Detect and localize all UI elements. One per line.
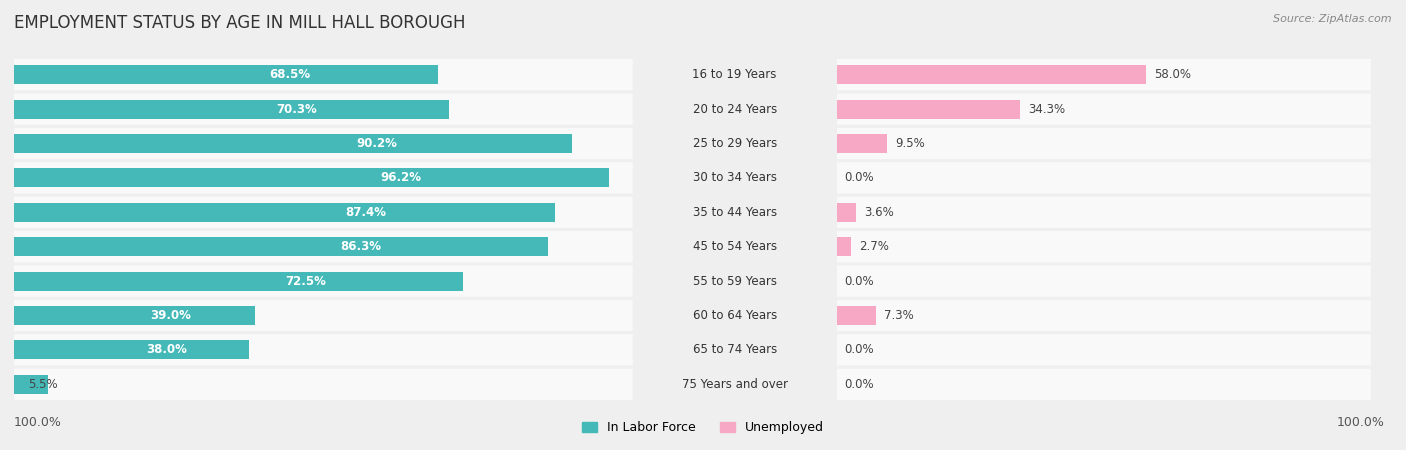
Text: 100.0%: 100.0% [1337, 417, 1385, 429]
Text: 0.0%: 0.0% [845, 274, 875, 288]
FancyBboxPatch shape [14, 300, 633, 331]
FancyBboxPatch shape [837, 369, 1371, 400]
Bar [837, 306, 876, 325]
FancyBboxPatch shape [837, 300, 1371, 331]
Text: EMPLOYMENT STATUS BY AGE IN MILL HALL BOROUGH: EMPLOYMENT STATUS BY AGE IN MILL HALL BO… [14, 14, 465, 32]
FancyBboxPatch shape [837, 334, 1371, 365]
Bar [837, 99, 1019, 118]
Bar [14, 65, 437, 84]
FancyBboxPatch shape [837, 162, 1371, 194]
Text: 68.5%: 68.5% [269, 68, 311, 81]
Text: 3.6%: 3.6% [863, 206, 894, 219]
FancyBboxPatch shape [837, 197, 1371, 228]
Bar [837, 134, 887, 153]
Text: 96.2%: 96.2% [381, 171, 422, 184]
Text: 60 to 64 Years: 60 to 64 Years [693, 309, 776, 322]
FancyBboxPatch shape [837, 266, 1371, 297]
FancyBboxPatch shape [837, 231, 1371, 262]
Text: 70.3%: 70.3% [277, 103, 318, 116]
Text: 9.5%: 9.5% [896, 137, 925, 150]
Text: 35 to 44 Years: 35 to 44 Years [693, 206, 776, 219]
FancyBboxPatch shape [837, 94, 1371, 125]
Bar [14, 99, 449, 118]
FancyBboxPatch shape [14, 162, 633, 194]
Text: 16 to 19 Years: 16 to 19 Years [692, 68, 778, 81]
Text: 38.0%: 38.0% [146, 343, 187, 356]
Bar [837, 65, 1146, 84]
FancyBboxPatch shape [14, 369, 633, 400]
Text: 25 to 29 Years: 25 to 29 Years [693, 137, 776, 150]
Bar [14, 375, 48, 394]
FancyBboxPatch shape [14, 231, 633, 262]
Text: 65 to 74 Years: 65 to 74 Years [693, 343, 776, 356]
Text: 34.3%: 34.3% [1028, 103, 1064, 116]
Text: 72.5%: 72.5% [285, 274, 326, 288]
Text: 90.2%: 90.2% [356, 137, 398, 150]
Bar [14, 203, 555, 222]
Text: 55 to 59 Years: 55 to 59 Years [693, 274, 776, 288]
Bar [14, 237, 548, 256]
Bar [14, 168, 609, 187]
FancyBboxPatch shape [14, 94, 633, 125]
Text: 20 to 24 Years: 20 to 24 Years [693, 103, 776, 116]
Text: 75 Years and over: 75 Years and over [682, 378, 787, 391]
Legend: In Labor Force, Unemployed: In Labor Force, Unemployed [576, 416, 830, 439]
Text: 7.3%: 7.3% [883, 309, 914, 322]
Text: 87.4%: 87.4% [344, 206, 387, 219]
Text: 0.0%: 0.0% [845, 378, 875, 391]
FancyBboxPatch shape [14, 334, 633, 365]
FancyBboxPatch shape [837, 59, 1371, 90]
FancyBboxPatch shape [14, 266, 633, 297]
Text: 45 to 54 Years: 45 to 54 Years [693, 240, 776, 253]
Text: 30 to 34 Years: 30 to 34 Years [693, 171, 776, 184]
Bar [837, 237, 851, 256]
FancyBboxPatch shape [837, 128, 1371, 159]
Bar [14, 134, 572, 153]
Text: 2.7%: 2.7% [859, 240, 889, 253]
FancyBboxPatch shape [14, 128, 633, 159]
Text: 86.3%: 86.3% [340, 240, 381, 253]
Bar [14, 272, 463, 291]
FancyBboxPatch shape [14, 59, 633, 90]
Text: 5.5%: 5.5% [28, 378, 58, 391]
Text: 0.0%: 0.0% [845, 171, 875, 184]
Text: Source: ZipAtlas.com: Source: ZipAtlas.com [1274, 14, 1392, 23]
Text: 0.0%: 0.0% [845, 343, 875, 356]
Text: 100.0%: 100.0% [14, 417, 62, 429]
Bar [837, 203, 856, 222]
Bar [14, 306, 256, 325]
FancyBboxPatch shape [14, 197, 633, 228]
Text: 39.0%: 39.0% [150, 309, 191, 322]
Text: 58.0%: 58.0% [1154, 68, 1191, 81]
Bar [14, 341, 249, 360]
